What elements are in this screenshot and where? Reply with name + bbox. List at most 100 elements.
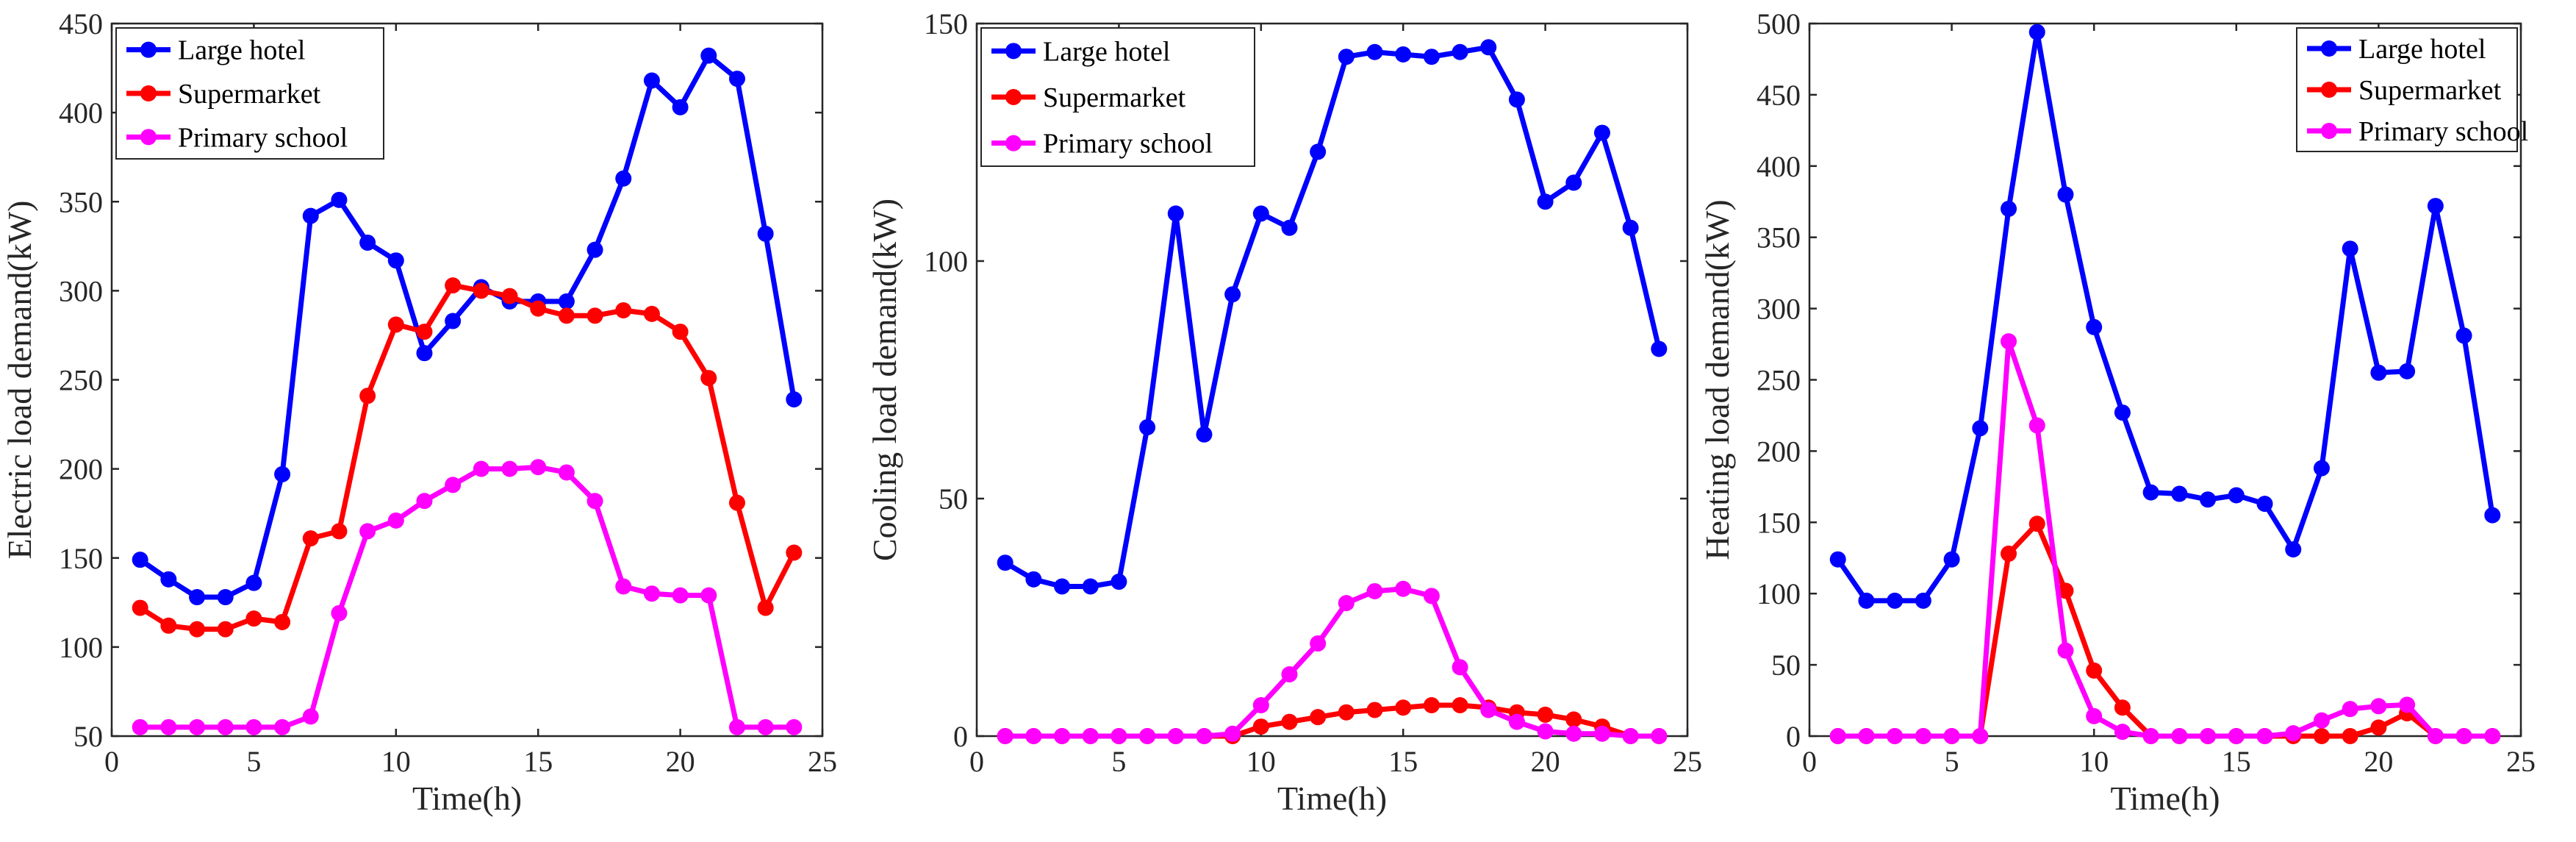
data-point-large-hotel	[1829, 551, 1846, 568]
data-point-large-hotel	[2370, 364, 2387, 381]
data-point-large-hotel	[757, 225, 774, 242]
data-point-large-hotel	[672, 99, 689, 115]
data-point-large-hotel	[997, 554, 1013, 571]
data-point-supermarket	[302, 530, 319, 547]
data-point-large-hotel	[1366, 43, 1383, 60]
data-point-large-hotel	[1338, 49, 1355, 65]
data-point-large-hotel	[2399, 363, 2416, 379]
data-point-large-hotel	[1565, 174, 1582, 191]
y-tick-label: 350	[1757, 221, 1801, 254]
y-axis-label: Cooling load demand(kW)	[866, 199, 903, 561]
y-tick-label: 200	[1757, 435, 1801, 468]
x-axis-label: Time(h)	[2110, 779, 2220, 817]
data-point-large-hotel	[445, 313, 462, 329]
data-point-supermarket	[331, 523, 348, 540]
data-point-large-hotel	[1622, 219, 1639, 236]
legend-marker-supermarket	[1005, 89, 1022, 105]
x-tick-label: 5	[246, 745, 261, 778]
data-point-large-hotel	[1252, 205, 1269, 222]
data-point-supermarket	[445, 277, 462, 294]
data-point-large-hotel	[700, 47, 717, 64]
legend-label-supermarket: Supermarket	[178, 79, 321, 110]
legend: Large hotel Supermarket Primary school	[2296, 27, 2528, 152]
data-point-large-hotel	[2455, 327, 2472, 344]
data-point-primary-school	[2171, 728, 2188, 744]
data-point-supermarket	[189, 621, 206, 638]
data-point-primary-school	[2142, 728, 2159, 744]
data-point-primary-school	[387, 512, 404, 529]
y-tick-label: 250	[59, 364, 103, 397]
data-point-large-hotel	[2028, 24, 2045, 40]
x-tick-label: 15	[1388, 745, 1418, 778]
legend-marker-primary-school	[1005, 135, 1022, 151]
data-point-large-hotel	[387, 252, 404, 269]
legend-marker-large-hotel	[140, 41, 157, 58]
data-point-large-hotel	[2200, 491, 2217, 508]
data-point-primary-school	[1139, 728, 1156, 744]
data-point-large-hotel	[1310, 143, 1327, 160]
data-point-large-hotel	[558, 293, 575, 310]
data-point-large-hotel	[1972, 420, 1989, 437]
data-point-large-hotel	[331, 191, 348, 208]
data-point-supermarket	[1423, 697, 1440, 714]
data-point-large-hotel	[302, 207, 319, 224]
y-tick-label: 200	[59, 453, 103, 486]
data-point-primary-school	[2228, 728, 2245, 744]
series-line-primary-school	[137, 464, 797, 730]
data-point-primary-school	[1054, 728, 1071, 744]
data-point-supermarket	[586, 307, 603, 324]
data-point-supermarket	[2001, 545, 2017, 562]
legend-marker-supermarket	[140, 85, 157, 101]
data-point-large-hotel	[132, 552, 148, 568]
data-point-supermarket	[558, 307, 575, 324]
data-point-large-hotel	[1887, 592, 1904, 609]
data-point-primary-school	[728, 718, 745, 735]
y-tick-label: 400	[59, 96, 103, 129]
legend-marker-primary-school	[140, 129, 157, 146]
data-point-primary-school	[2114, 724, 2131, 741]
x-tick-label: 0	[969, 745, 984, 778]
legend-label-supermarket: Supermarket	[2358, 75, 2502, 106]
data-point-primary-school	[1281, 666, 1298, 683]
x-tick-label: 25	[808, 745, 837, 778]
data-point-large-hotel	[728, 71, 745, 88]
data-point-supermarket	[1281, 713, 1298, 730]
data-point-primary-school	[1622, 728, 1639, 744]
data-point-supermarket	[416, 324, 433, 340]
x-tick-label: 20	[666, 745, 695, 778]
data-point-primary-school	[1111, 728, 1127, 744]
data-point-supermarket	[2057, 582, 2074, 599]
data-point-primary-school	[997, 728, 1013, 744]
legend-marker-primary-school	[2321, 123, 2337, 139]
data-point-primary-school	[160, 718, 177, 735]
x-tick-label: 0	[104, 745, 119, 778]
chart-electric: 0 5 10 15 20 25 50 100 150 200 250 300 350 400 450 Time…	[1, 7, 837, 817]
data-point-primary-school	[302, 708, 319, 725]
data-point-primary-school	[1858, 728, 1875, 744]
legend-label-large-hotel: Large hotel	[2358, 34, 2486, 65]
data-point-primary-school	[1252, 697, 1269, 714]
data-point-primary-school	[445, 477, 462, 493]
chart-heating: 0 5 10 15 20 25050100150200250300350400450500…	[1698, 7, 2536, 817]
plot-frame	[975, 22, 1689, 738]
data-point-primary-school	[757, 718, 774, 735]
data-point-supermarket	[1452, 697, 1468, 714]
y-tick-label: 100	[1757, 577, 1801, 610]
x-tick-label: 0	[1802, 745, 1817, 778]
data-point-primary-school	[359, 523, 376, 540]
x-tick-label: 10	[2079, 745, 2109, 778]
data-point-large-hotel	[1167, 205, 1184, 222]
data-point-large-hotel	[2086, 318, 2103, 335]
legend-label-supermarket: Supermarket	[1043, 82, 1186, 113]
data-point-supermarket	[757, 599, 774, 616]
x-axis-label: Time(h)	[412, 779, 522, 817]
data-point-primary-school	[2200, 728, 2217, 744]
data-point-large-hotel	[217, 589, 234, 606]
y-tick-label: 150	[59, 542, 103, 575]
data-point-supermarket	[1252, 718, 1269, 735]
data-point-supermarket	[1310, 709, 1327, 726]
data-point-large-hotel	[2114, 404, 2131, 421]
data-point-primary-school	[2313, 712, 2330, 729]
series-line-supermarket	[137, 282, 797, 632]
